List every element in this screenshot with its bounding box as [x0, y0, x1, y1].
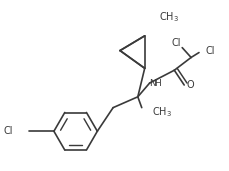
Text: O: O — [186, 80, 194, 90]
Text: CH$_3$: CH$_3$ — [158, 10, 179, 24]
Text: Cl: Cl — [4, 126, 14, 136]
Text: CH$_3$: CH$_3$ — [152, 106, 172, 120]
Text: Cl: Cl — [172, 38, 181, 48]
Text: H: H — [155, 78, 161, 88]
Text: Cl: Cl — [206, 46, 215, 56]
Text: N: N — [149, 78, 155, 88]
